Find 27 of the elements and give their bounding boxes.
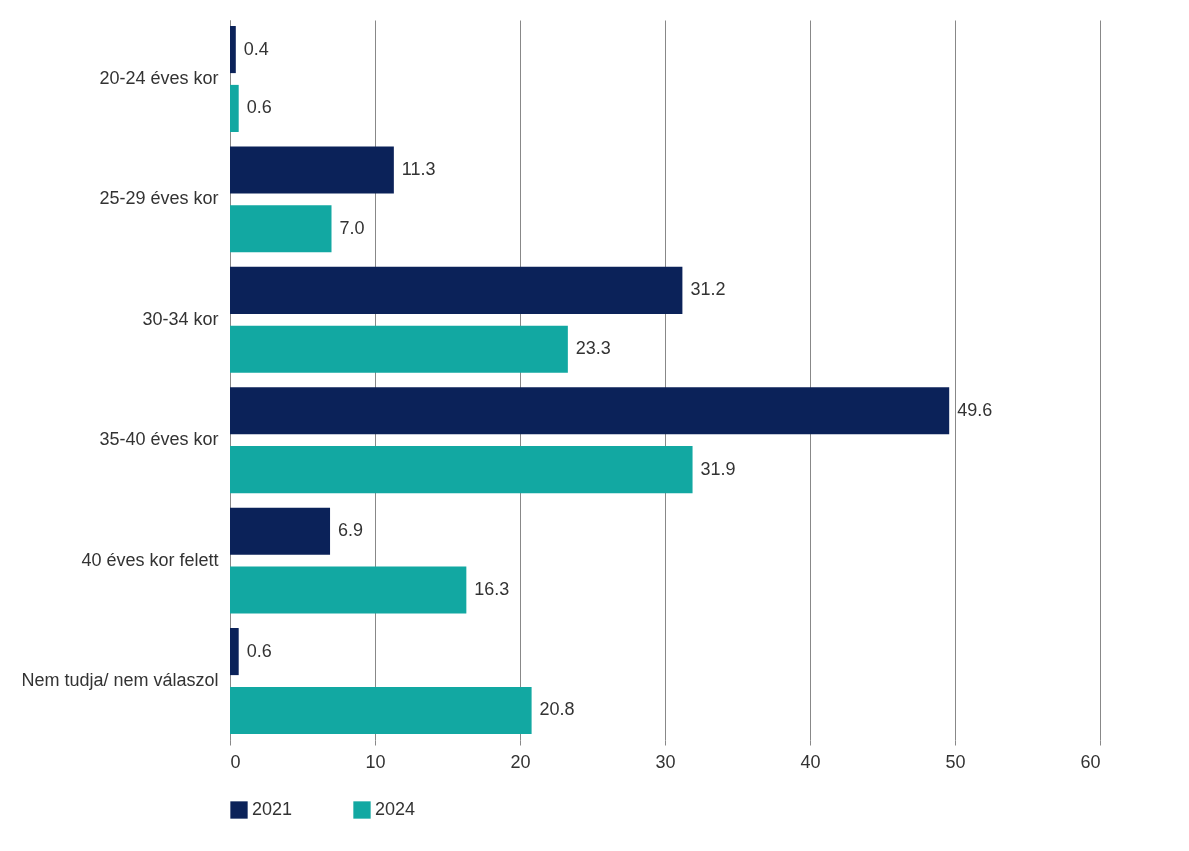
data-label: 49.6: [957, 399, 993, 420]
y-tick-label: 20-24 éves kor: [99, 68, 219, 88]
x-tick-label: 0: [230, 751, 241, 772]
data-label: 0.4: [243, 38, 269, 59]
data-label: 31.9: [700, 458, 736, 479]
data-label: 16.3: [474, 579, 510, 600]
x-tick-label: 30: [655, 751, 676, 772]
x-tick-label: 20: [510, 751, 531, 772]
x-tick-label: 10: [365, 751, 386, 772]
x-tick-label: 60: [1080, 751, 1101, 772]
legend-label: 2024: [375, 799, 416, 819]
data-label: 6.9: [338, 520, 364, 541]
data-label: 31.2: [690, 279, 726, 300]
legend-label: 2021: [252, 799, 293, 819]
data-label: 7.0: [339, 217, 365, 238]
y-tick-label: 30-34 kor: [142, 308, 219, 329]
y-tick-label: Nem tudja/ nem válaszol: [21, 670, 219, 690]
x-tick-label: 50: [945, 751, 966, 772]
data-label: 11.3: [401, 158, 436, 179]
y-tick-label: 40 éves kor felett: [81, 549, 219, 570]
data-label: 23.3: [575, 338, 611, 359]
data-label: 20.8: [539, 699, 575, 720]
data-label: 0.6: [246, 640, 272, 661]
data-label: 0.6: [246, 97, 272, 118]
y-tick-label: 35-40 éves kor: [99, 429, 219, 450]
x-tick-label: 40: [800, 751, 821, 772]
y-tick-label: 25-29 éves kor: [99, 188, 219, 209]
